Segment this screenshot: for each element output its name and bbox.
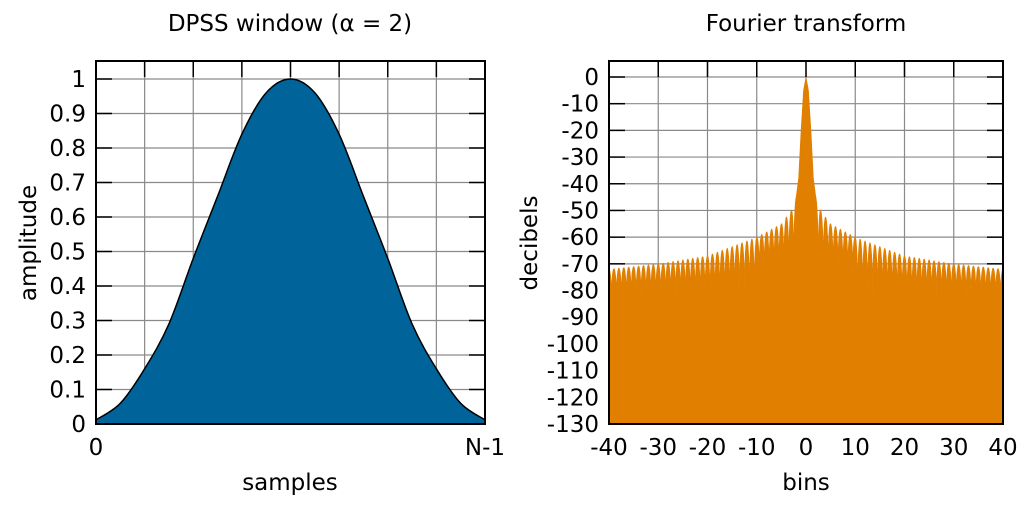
y-tick-label: -30 — [561, 145, 599, 171]
x-tick-label: 20 — [890, 435, 919, 461]
y-tick-label: 0.9 — [49, 102, 86, 128]
y-tick-label: -50 — [561, 198, 599, 224]
x-tick-label: -10 — [738, 435, 776, 461]
left-plot: 0 0.1 0.2 0.3 0.4 0.5 0.6 0.7 0.8 0.9 1 0 N-1 — [49, 60, 505, 461]
x-tick-label: 10 — [841, 435, 870, 461]
x-tick-label: -30 — [639, 435, 677, 461]
y-tick-label: -120 — [547, 385, 599, 411]
y-tick-label: -20 — [561, 118, 599, 144]
x-tick-label: N-1 — [465, 435, 505, 461]
right-chart-title: Fourier transform — [706, 11, 907, 37]
x-tick-label: 40 — [988, 435, 1017, 461]
window-area — [95, 78, 486, 425]
x-tick-label: 0 — [799, 435, 814, 461]
left-chart-title: DPSS window (α = 2) — [168, 11, 412, 37]
y-tick-label: -10 — [561, 92, 599, 118]
x-tick-label: 30 — [939, 435, 968, 461]
plot-frame — [608, 60, 1004, 425]
plot-frame — [95, 60, 486, 425]
y-tick-label: -40 — [561, 172, 599, 198]
y-tick-label: 0 — [71, 412, 86, 438]
y-tick-label: 1 — [71, 67, 86, 93]
right-y-axis-label: decibels — [517, 196, 543, 291]
spectrum-area — [608, 76, 1004, 425]
y-tick-label: 0.8 — [49, 136, 86, 162]
x-tick-label: -20 — [689, 435, 727, 461]
y-tick-label: 0.2 — [49, 343, 86, 369]
y-tick-label: -100 — [547, 332, 599, 358]
x-tick-label: 0 — [89, 435, 104, 461]
right-x-axis-label: bins — [782, 470, 830, 496]
y-tick-label: -70 — [561, 252, 599, 278]
y-tick-label: 0.4 — [49, 274, 86, 300]
y-tick-label: 0.1 — [49, 378, 86, 404]
right-plot: 0-10-20-30-40-50-60-70-80-90-100-110-120… — [547, 60, 1018, 461]
y-tick-label: 0 — [584, 65, 599, 91]
x-tick-label: -40 — [590, 435, 628, 461]
y-tick-label: 0.7 — [49, 171, 86, 197]
y-tick-label: 0.6 — [49, 205, 86, 231]
y-tick-label: -60 — [561, 225, 599, 251]
left-y-axis-label: amplitude — [16, 185, 42, 301]
y-tick-label: 0.5 — [49, 240, 86, 266]
y-tick-label: -130 — [547, 412, 599, 438]
y-tick-label: -80 — [561, 279, 599, 305]
left-x-axis-label: samples — [242, 470, 338, 496]
y-tick-label: 0.3 — [49, 309, 86, 335]
y-tick-label: -110 — [547, 359, 599, 385]
y-tick-label: -90 — [561, 305, 599, 331]
